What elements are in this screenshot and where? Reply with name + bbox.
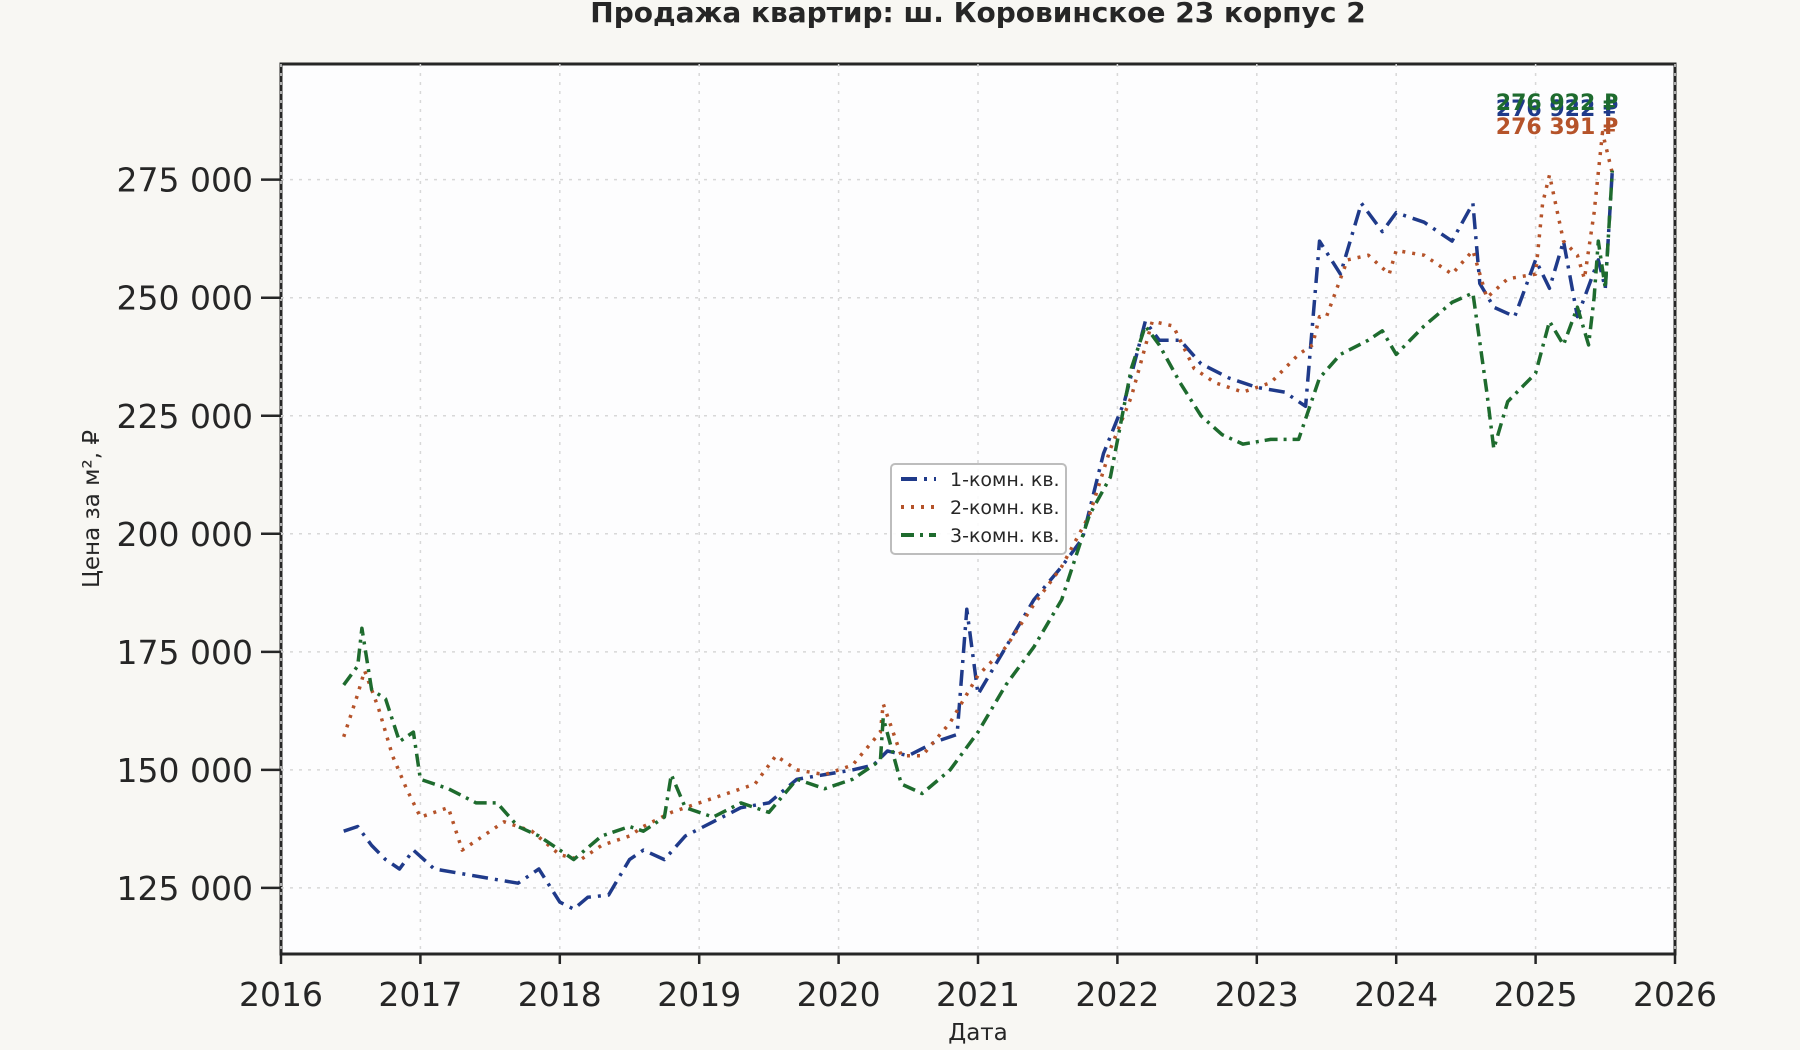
y-tick-label-250000: 250 000	[117, 279, 253, 318]
y-tick-label-200000: 200 000	[117, 515, 253, 554]
x-axis-label: Дата	[948, 1020, 1008, 1046]
end-label-1-room: 276 922 ₽	[1496, 97, 1618, 122]
grid	[280, 64, 1676, 954]
legend-label-2-room: 2-комн. кв.	[950, 497, 1060, 519]
end-label-3-room: 276 922 ₽	[1496, 91, 1618, 116]
y-tick-label-225000: 225 000	[117, 397, 253, 436]
x-tick-label-2022: 2022	[1075, 975, 1159, 1014]
legend-box	[890, 463, 1067, 555]
x-tick-label-2017: 2017	[378, 975, 462, 1014]
x-tick-label-2021: 2021	[936, 975, 1020, 1014]
series-line-3-room	[342, 170, 1615, 862]
legend: 1-комн. кв. 2-комн. кв. 3-комн. кв.	[890, 463, 1067, 555]
y-tick-label-175000: 175 000	[117, 633, 253, 672]
x-tick-label-2024: 2024	[1354, 975, 1438, 1014]
x-axis: 2016 2017 2018 2019 2020 2021 2022 2023 2024 2025…	[239, 954, 1717, 1014]
y-tick-label-275000: 275 000	[117, 161, 253, 200]
x-tick-label-2026: 2026	[1633, 975, 1717, 1014]
x-tick-label-2020: 2020	[797, 975, 881, 1014]
x-tick-label-2019: 2019	[657, 975, 741, 1014]
y-axis-label: Цена за м², ₽	[79, 430, 105, 588]
chart-title: Продажа квартир: ш. Коровинское 23 корпу…	[590, 0, 1365, 29]
legend-label-3-room: 3-комн. кв.	[950, 525, 1060, 547]
series-layer	[342, 130, 1615, 911]
y-axis: 125 000 150 000 175 000 200 000 225 000 250 0…	[117, 161, 281, 908]
x-tick-label-2018: 2018	[518, 975, 602, 1014]
x-tick-label-2025: 2025	[1494, 975, 1578, 1014]
x-tick-label-2023: 2023	[1215, 975, 1299, 1014]
legend-label-1-room: 1-комн. кв.	[950, 469, 1060, 491]
end-label-2-room: 276 391 ₽	[1496, 115, 1618, 140]
y-tick-label-150000: 150 000	[117, 751, 253, 790]
end-labels: 276 391 ₽276 922 ₽276 922 ₽	[1496, 91, 1618, 140]
x-tick-label-2016: 2016	[239, 975, 323, 1014]
y-tick-label-125000: 125 000	[117, 869, 253, 908]
